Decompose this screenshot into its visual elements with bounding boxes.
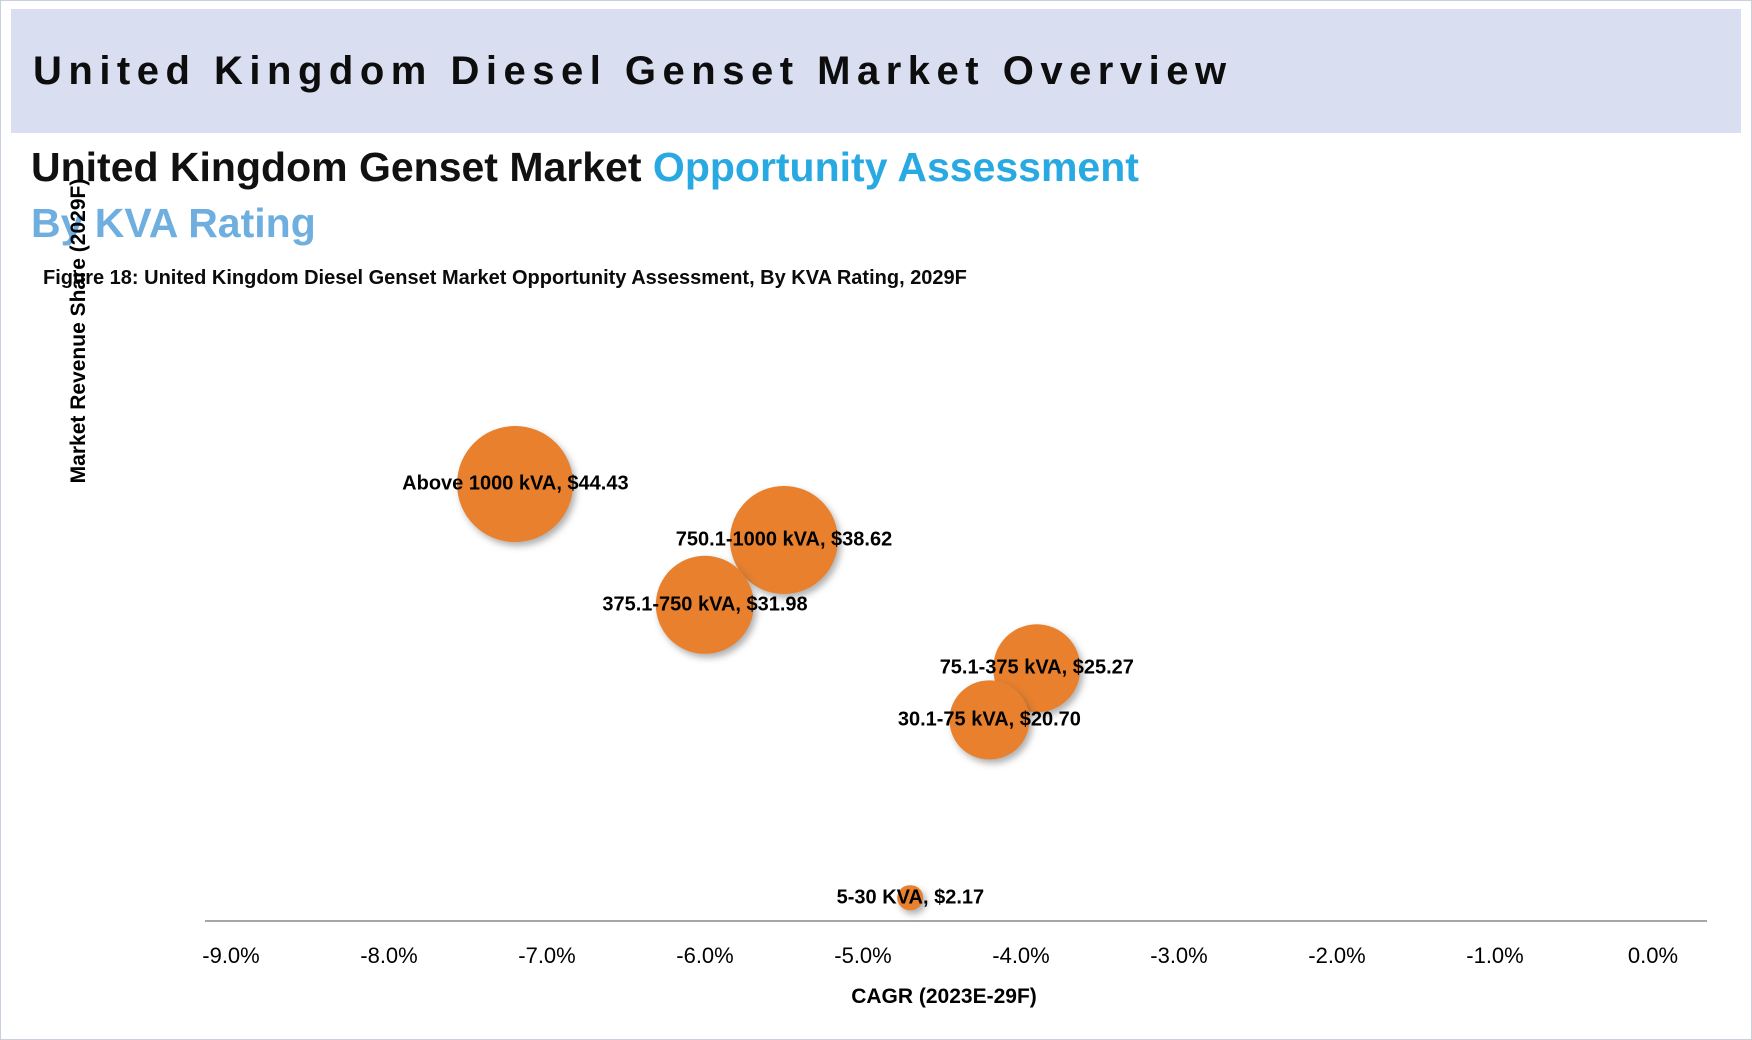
bubble-label-750-1-1000-kva: 750.1-1000 kVA, $38.62: [675, 528, 893, 551]
x-axis-tick-label: -6.0%: [676, 943, 734, 968]
x-axis-tick-label: -7.0%: [518, 943, 576, 968]
chart-heading-accent: Opportunity Assessment: [652, 144, 1139, 190]
bubble-label-30-1-75-kva: 30.1-75 kVA, $20.70: [897, 708, 1081, 731]
x-axis-tick-label: -8.0%: [360, 943, 418, 968]
page-title: United Kingdom Diesel Genset Market Over…: [33, 48, 1233, 93]
bubble-label-75-1-375-kva: 75.1-375 kVA, $25.27: [939, 656, 1134, 679]
chart-heading-line1: United Kingdom Genset Market Opportunity…: [31, 139, 1139, 195]
bubble-label-5-30-kva: 5-30 KVA, $2.17: [836, 886, 985, 909]
chart-heading-black: United Kingdom Genset Market: [31, 144, 653, 190]
bubble-5-30-kva: [897, 884, 924, 911]
bubble-above-1000-kva: [457, 426, 574, 543]
header-bar: United Kingdom Diesel Genset Market Over…: [11, 9, 1741, 133]
x-axis-tick-label: -5.0%: [834, 943, 892, 968]
bubble-label-above-1000-kva: Above 1000 kVA, $44.43: [402, 472, 629, 495]
chart-heading-line2: By KVA Rating: [31, 200, 316, 246]
x-axis-tick-label: -9.0%: [202, 943, 260, 968]
x-axis-line: [205, 920, 1707, 922]
x-axis-title: CAGR (2023E-29F): [851, 985, 1037, 1008]
bubble-375-1-750-kva: [655, 555, 755, 655]
figure-caption: Figure 18: United Kingdom Diesel Genset …: [43, 267, 967, 289]
x-axis-tick-label: -4.0%: [992, 943, 1050, 968]
chart-heading: United Kingdom Genset Market Opportunity…: [31, 139, 1139, 251]
x-axis-tick-label: -1.0%: [1466, 943, 1524, 968]
x-axis-tick-label: -3.0%: [1150, 943, 1208, 968]
x-axis-tick-label: -2.0%: [1308, 943, 1366, 968]
bubble-30-1-75-kva: [949, 680, 1029, 760]
bubble-label-375-1-750-kva: 375.1-750 kVA, $31.98: [602, 593, 808, 616]
x-axis-tick-label: 0.0%: [1627, 943, 1679, 968]
bubble-750-1-1000-kva: [729, 486, 839, 595]
y-axis-title: Market Revenue Share (2029F): [67, 178, 90, 484]
